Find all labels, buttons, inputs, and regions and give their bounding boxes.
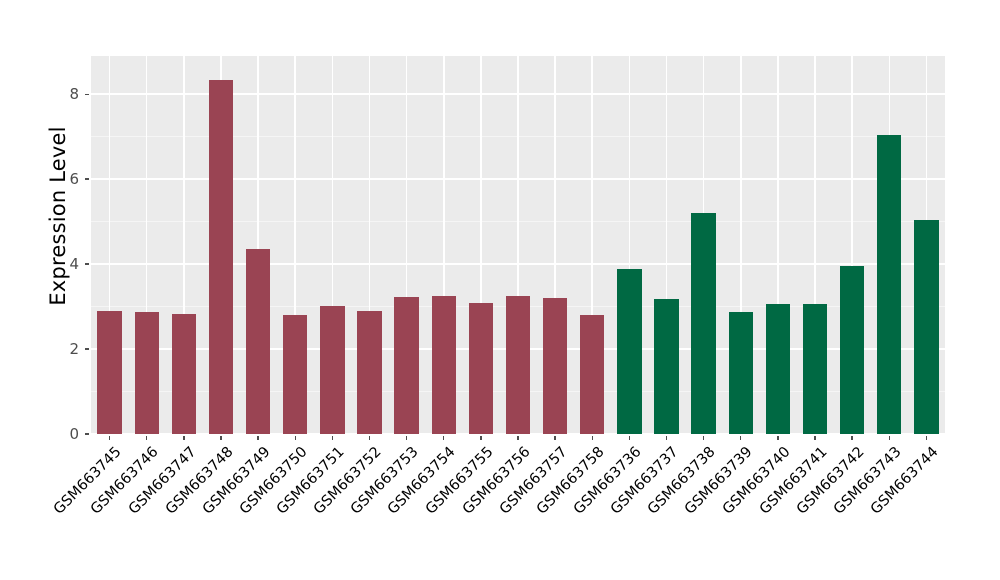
- gridline-major-x: [480, 56, 482, 434]
- x-axis-tick-mark: [145, 436, 148, 440]
- x-axis-tick-mark: [925, 436, 928, 440]
- x-axis-tick-mark: [108, 436, 111, 440]
- y-axis-tick-label: 0: [69, 425, 79, 443]
- bar: [765, 303, 791, 434]
- bar: [654, 298, 679, 434]
- gridline-major-x: [442, 56, 445, 434]
- bar: [283, 315, 308, 434]
- gridline-major-x: [294, 56, 296, 434]
- x-axis-tick-mark: [294, 436, 296, 440]
- y-axis-tick-mark: [85, 178, 89, 180]
- x-axis-tick-mark: [183, 436, 185, 440]
- gridline-major-x: [554, 56, 556, 434]
- gridline-major-x: [368, 56, 371, 434]
- y-axis-tick-mark: [85, 348, 89, 350]
- bar: [134, 312, 159, 434]
- gridline-major-x: [777, 56, 779, 434]
- bar: [617, 269, 642, 434]
- gridline-major-x: [739, 56, 742, 434]
- y-axis-tick-mark: [85, 263, 89, 265]
- bar: [505, 295, 531, 434]
- x-axis-tick-mark: [665, 436, 668, 440]
- bar: [208, 80, 234, 434]
- bar: [580, 315, 605, 434]
- x-axis-tick-mark: [220, 436, 222, 440]
- gridline-major-x: [517, 56, 519, 434]
- x-axis-tick-mark: [257, 436, 259, 440]
- y-axis-title: Expression Level: [46, 126, 70, 306]
- bar: [171, 314, 196, 434]
- bar: [394, 297, 419, 434]
- x-axis-tick-mark: [517, 436, 519, 440]
- gridline-major-x: [405, 56, 408, 434]
- y-axis-tick-label: 8: [69, 85, 79, 104]
- x-axis-tick-mark: [405, 436, 408, 440]
- x-axis-tick-mark: [331, 436, 334, 440]
- x-axis-tick-mark: [888, 436, 890, 440]
- bar: [431, 296, 456, 434]
- x-axis-tick-mark: [443, 436, 445, 440]
- y-axis-tick-mark: [85, 433, 89, 435]
- gridline-major-x: [331, 56, 334, 434]
- plot-panel: [91, 56, 945, 435]
- bar: [691, 212, 716, 434]
- gridline-major-x: [665, 56, 668, 434]
- bar: [728, 311, 753, 434]
- x-axis-tick-mark: [480, 436, 482, 440]
- bar: [914, 220, 939, 434]
- gridline-major-x: [591, 56, 594, 434]
- bar: [542, 298, 568, 434]
- x-axis-tick-mark: [591, 436, 593, 440]
- x-axis-tick-mark: [851, 436, 853, 440]
- x-axis-tick-mark: [777, 436, 779, 440]
- gridline-major-x: [628, 56, 631, 434]
- y-axis-tick-label: 2: [69, 340, 79, 359]
- x-axis-tick-mark: [702, 436, 705, 440]
- x-axis-tick-mark: [368, 436, 371, 440]
- bar: [357, 311, 382, 434]
- gridline-major-x: [183, 56, 185, 434]
- gridline-major-x: [814, 56, 816, 434]
- x-axis-tick-mark: [814, 436, 816, 440]
- y-axis-tick-label: 4: [69, 255, 79, 274]
- bar: [468, 303, 494, 434]
- y-axis-tick-mark: [85, 93, 89, 95]
- bar: [802, 303, 828, 434]
- gridline-major-x: [108, 56, 111, 434]
- bar: [320, 306, 345, 434]
- bar: [97, 311, 122, 434]
- bar-series: [91, 56, 945, 434]
- gridline-major-x: [257, 56, 259, 434]
- bar: [877, 134, 902, 434]
- x-axis-tick-mark: [554, 436, 556, 440]
- bar: [245, 249, 271, 434]
- bar: [840, 265, 865, 434]
- gridline-major-x: [145, 56, 148, 434]
- gridline-major-x: [851, 56, 853, 434]
- x-axis-tick-mark: [740, 436, 742, 440]
- y-axis-tick-label: 6: [69, 170, 79, 189]
- x-axis-tick-mark: [628, 436, 631, 440]
